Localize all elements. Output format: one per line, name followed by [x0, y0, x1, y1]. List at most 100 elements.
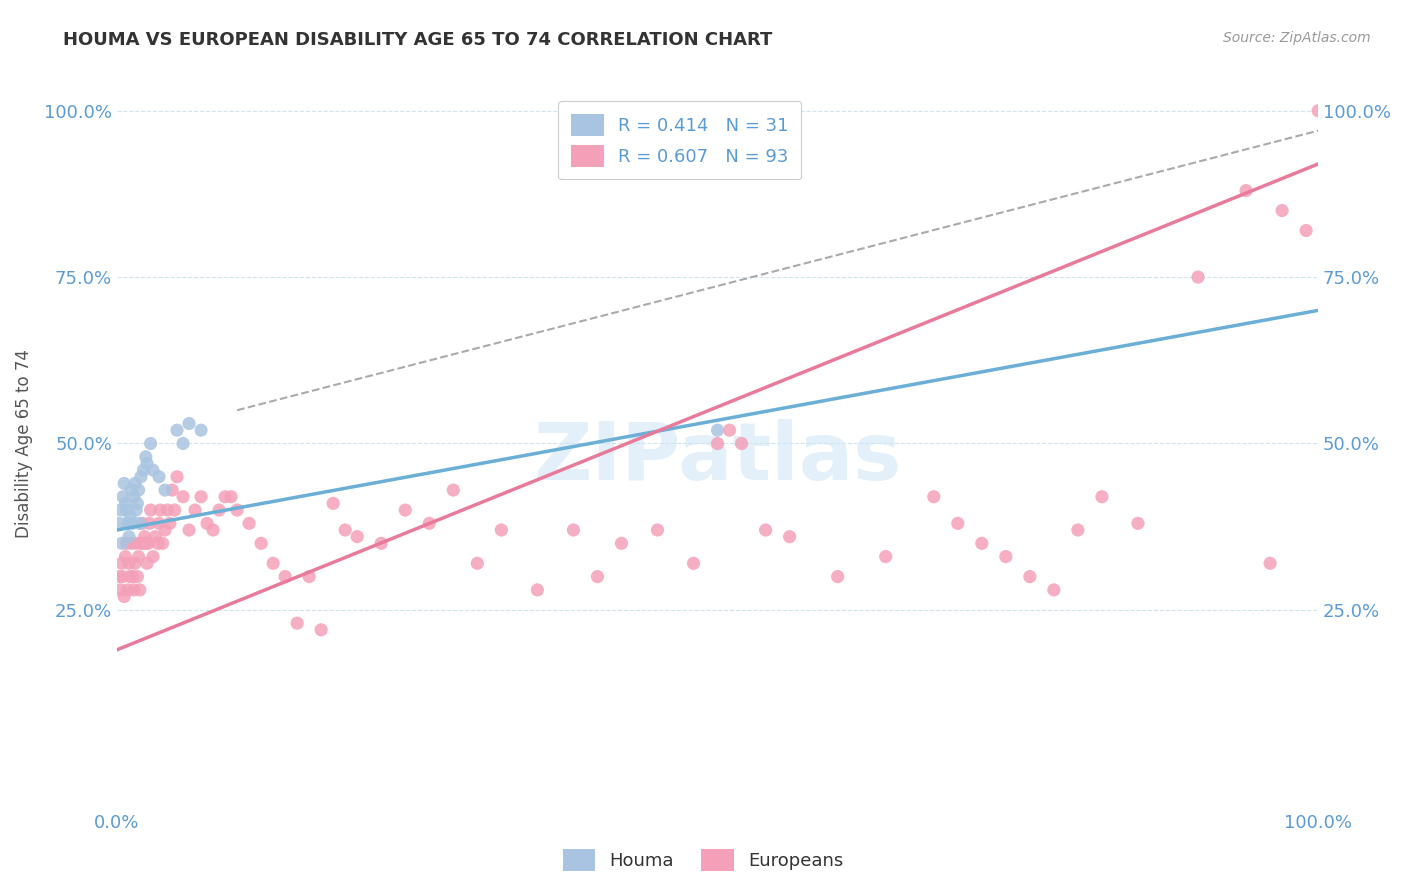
Point — [114, 549, 136, 564]
Point — [122, 490, 145, 504]
Point — [274, 569, 297, 583]
Point — [262, 556, 284, 570]
Point — [138, 516, 160, 531]
Point — [562, 523, 585, 537]
Point — [298, 569, 321, 583]
Point — [148, 469, 170, 483]
Point — [195, 516, 218, 531]
Point — [172, 490, 194, 504]
Point — [136, 556, 159, 570]
Point — [706, 436, 728, 450]
Point — [145, 530, 167, 544]
Point — [226, 503, 249, 517]
Point — [1295, 223, 1317, 237]
Point — [922, 490, 945, 504]
Legend: Houma, Europeans: Houma, Europeans — [555, 842, 851, 879]
Point — [1271, 203, 1294, 218]
Point — [111, 569, 134, 583]
Point — [124, 476, 146, 491]
Point — [346, 530, 368, 544]
Point — [146, 536, 169, 550]
Point — [142, 549, 165, 564]
Point — [1234, 184, 1257, 198]
Point — [250, 536, 273, 550]
Point — [610, 536, 633, 550]
Point — [970, 536, 993, 550]
Legend: R = 0.414   N = 31, R = 0.607   N = 93: R = 0.414 N = 31, R = 0.607 N = 93 — [558, 101, 801, 179]
Point — [127, 496, 149, 510]
Text: ZIPatlas: ZIPatlas — [533, 419, 901, 497]
Point — [108, 516, 131, 531]
Point — [120, 569, 142, 583]
Point — [121, 516, 143, 531]
Point — [125, 536, 148, 550]
Point — [827, 569, 849, 583]
Point — [647, 523, 669, 537]
Point — [309, 623, 332, 637]
Point — [111, 536, 134, 550]
Point — [946, 516, 969, 531]
Point — [491, 523, 513, 537]
Point — [149, 503, 172, 517]
Point — [153, 523, 176, 537]
Point — [1258, 556, 1281, 570]
Point — [117, 582, 139, 597]
Point — [112, 590, 135, 604]
Point — [465, 556, 488, 570]
Point — [418, 516, 440, 531]
Point — [108, 569, 131, 583]
Point — [152, 536, 174, 550]
Point — [159, 516, 181, 531]
Point — [132, 536, 155, 550]
Point — [1187, 270, 1209, 285]
Point — [190, 423, 212, 437]
Point — [132, 463, 155, 477]
Point — [148, 516, 170, 531]
Text: HOUMA VS EUROPEAN DISABILITY AGE 65 TO 74 CORRELATION CHART: HOUMA VS EUROPEAN DISABILITY AGE 65 TO 7… — [63, 31, 773, 49]
Point — [129, 536, 152, 550]
Point — [114, 496, 136, 510]
Point — [1091, 490, 1114, 504]
Point — [115, 536, 138, 550]
Point — [706, 423, 728, 437]
Point — [177, 523, 200, 537]
Point — [120, 483, 142, 497]
Point — [124, 556, 146, 570]
Point — [129, 469, 152, 483]
Point — [238, 516, 260, 531]
Point — [112, 476, 135, 491]
Point — [285, 616, 308, 631]
Point — [1067, 523, 1090, 537]
Point — [586, 569, 609, 583]
Point — [115, 503, 138, 517]
Point — [118, 530, 141, 544]
Point — [118, 556, 141, 570]
Point — [441, 483, 464, 497]
Point — [875, 549, 897, 564]
Point — [202, 523, 225, 537]
Point — [166, 423, 188, 437]
Point — [190, 490, 212, 504]
Point — [177, 417, 200, 431]
Point — [335, 523, 357, 537]
Point — [153, 483, 176, 497]
Point — [139, 436, 162, 450]
Point — [110, 503, 132, 517]
Point — [136, 536, 159, 550]
Point — [730, 436, 752, 450]
Point — [111, 556, 134, 570]
Point — [128, 582, 150, 597]
Point — [110, 582, 132, 597]
Point — [127, 569, 149, 583]
Point — [219, 490, 242, 504]
Point — [370, 536, 392, 550]
Point — [128, 549, 150, 564]
Point — [1308, 103, 1330, 118]
Point — [214, 490, 236, 504]
Point — [120, 509, 142, 524]
Point — [156, 503, 179, 517]
Y-axis label: Disability Age 65 to 74: Disability Age 65 to 74 — [15, 349, 32, 538]
Point — [160, 483, 183, 497]
Point — [184, 503, 207, 517]
Point — [172, 436, 194, 450]
